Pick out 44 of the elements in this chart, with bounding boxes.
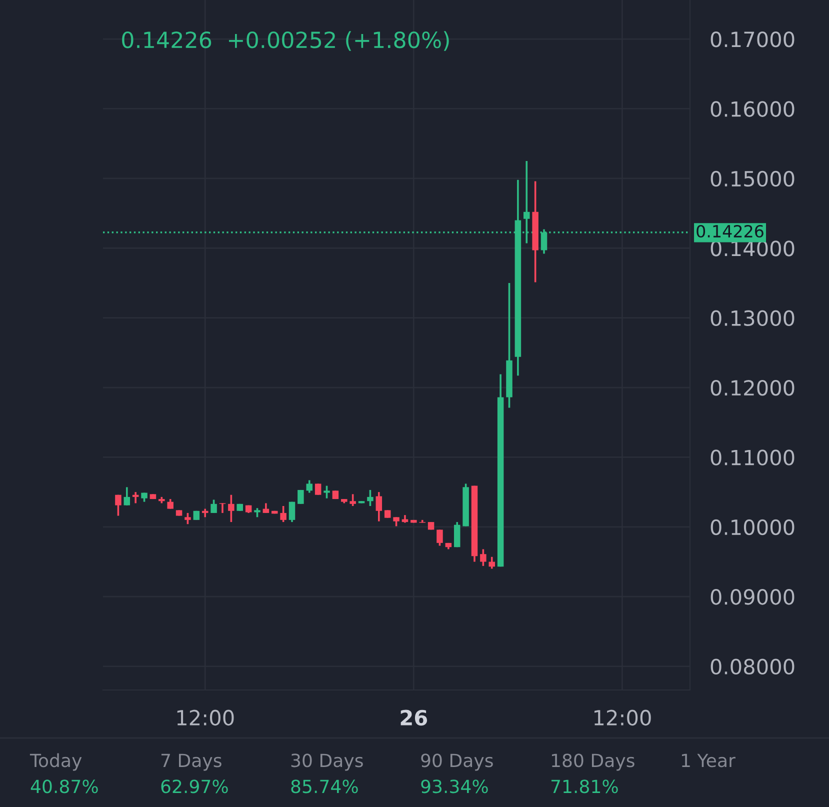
y-tick-label: 0.11000 [710,450,794,466]
candlestick [324,484,330,500]
text: 1 Year [682,754,736,768]
text: 7 Days 62.97% [161,754,228,794]
candlestick [454,521,460,548]
ref-line-label: 0.14226 [696,224,764,238]
candlestick [210,498,217,514]
candlestick [228,494,234,523]
candlestick [184,512,191,526]
y-tick-label: 0.13000 [710,310,794,326]
text: Today 40.87% [30,753,98,794]
candlestick [306,479,313,494]
candlestick [367,489,374,507]
candlestick [115,494,122,517]
text: 0.14226 +0.00252 (+1.80%) [122,31,449,51]
candlestick [262,502,270,514]
y-tick-label: 0.09000 [710,589,794,605]
candlestick [288,500,296,523]
candlestick [350,493,356,507]
x-tick-label: 12:00 [177,710,234,726]
candlestick [280,505,286,523]
x-tick-label: 26 [400,710,428,726]
text: 30 Days 85.74% [291,754,363,794]
candlestick [254,507,260,518]
y-tick-label: 0.08000 [710,658,794,675]
text: 180 Days 71.81% [551,754,634,794]
candlestick [298,489,304,505]
y-tick-label: 0.12000 [710,380,794,396]
candlestick [488,556,495,570]
x-tick-label: 12:00 [594,710,651,726]
candlestick [219,502,226,514]
candlestick [376,491,382,522]
candlestick [132,491,139,504]
candlestick [393,516,400,528]
text: 90 Days 93.34% [421,754,493,794]
y-tick-label: 0.15000 [710,170,794,187]
candlestick [480,548,486,567]
y-tick-label: 0.10000 [710,519,794,536]
candlestick [124,486,130,506]
y-tick-label: 0.16000 [710,101,794,117]
y-tick-label: 0.17000 [710,31,794,48]
candlestick [167,498,174,510]
candlestick [314,482,322,496]
candlestick [436,528,443,547]
